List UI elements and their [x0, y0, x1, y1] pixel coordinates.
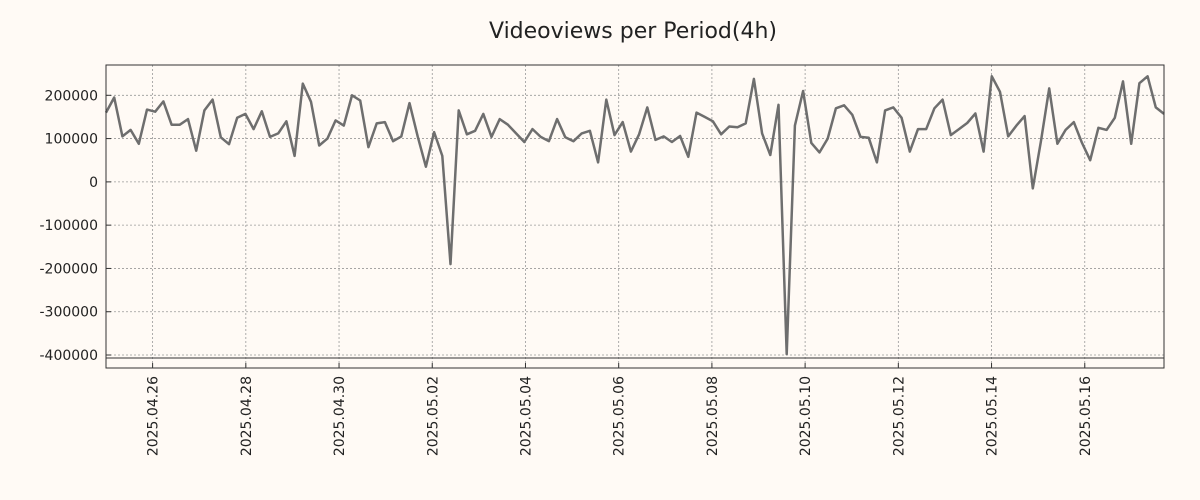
y-axis: 200000 100000 0 -100000 -200000 -300000 -40000…	[40, 88, 111, 364]
series	[104, 75, 1165, 356]
x-tick-label: 2025.04.28	[239, 376, 255, 456]
y-tick-label: -400000	[40, 348, 99, 364]
x-axis: 2025.04.26 2025.04.28 2025.04.30 2025.05.02…	[146, 363, 1094, 456]
y-tick-label: 200000	[45, 88, 98, 104]
y-tick-label: -100000	[40, 218, 99, 234]
plot-frame	[105, 64, 1165, 369]
y-tick-label: 100000	[45, 132, 98, 148]
x-tick-label: 2025.05.12	[891, 376, 907, 456]
series-line	[104, 75, 1165, 356]
x-tick-label: 2025.05.14	[985, 376, 1001, 456]
x-tick-label: 2025.05.04	[518, 376, 534, 456]
x-tick-label: 2025.04.26	[146, 376, 162, 456]
y-tick-label: 0	[89, 175, 98, 191]
y-tick-label: -300000	[40, 305, 99, 321]
x-tick-label: 2025.05.16	[1078, 376, 1094, 456]
chart-title: Videoviews per Period(4h)	[489, 19, 777, 44]
y-tick-label: -200000	[40, 261, 99, 277]
x-tick-label: 2025.04.30	[332, 376, 348, 456]
x-tick-label: 2025.05.10	[798, 376, 814, 456]
x-tick-label: 2025.05.06	[612, 376, 628, 456]
x-tick-label: 2025.05.02	[425, 376, 441, 456]
x-tick-label: 2025.05.08	[705, 376, 721, 456]
grid	[106, 65, 1164, 368]
